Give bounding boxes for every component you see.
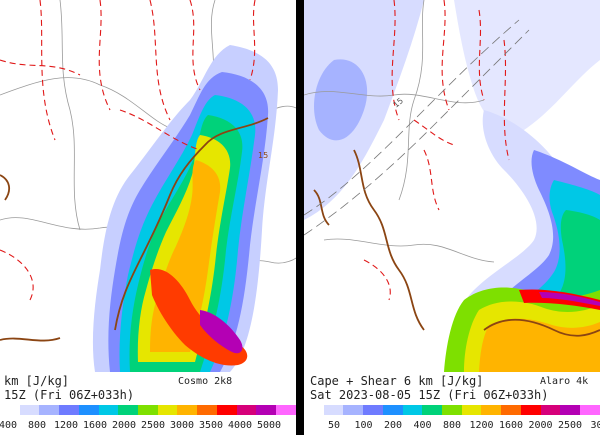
scale-swatch — [157, 405, 178, 415]
right-cape-field — [304, 0, 600, 372]
left-shear-lines — [0, 0, 256, 301]
scale-swatch — [197, 405, 217, 415]
scale-tick-label: 2000 — [528, 420, 553, 431]
left-info-block: km [J/kg] 15Z (Fri 06Z+033h) Cosmo 2k8 — [0, 372, 296, 402]
scale-tick-label: 800 — [27, 420, 47, 431]
scale-tick-label: 2500 — [140, 420, 166, 431]
scale-swatch — [402, 405, 423, 415]
scale-swatch — [98, 405, 119, 415]
right-info-time: Sat 2023-08-05 15Z (Fri 06Z+033h) — [310, 388, 549, 402]
scale-swatch — [39, 405, 60, 415]
scale-tick-label: 100 — [354, 420, 373, 431]
scale-tick-label: 2500 — [557, 420, 583, 431]
scale-tick-label: 50 — [327, 420, 341, 431]
right-info-title: Cape + Shear 6 km [J/kg] — [310, 374, 484, 388]
scale-tick-label: 800 — [442, 420, 462, 431]
scale-swatch — [540, 405, 561, 415]
scale-swatch — [560, 405, 581, 415]
scale-swatch — [0, 405, 20, 415]
scale-tick-label: 1600 — [82, 420, 108, 431]
left-map-panel: 15 km [J/kg] 15Z (Fri 06Z+033h) Cosmo 2k… — [0, 0, 296, 435]
scale-tick-label: 4000 — [227, 420, 253, 431]
left-info-time: 15Z (Fri 06Z+033h) — [4, 388, 135, 402]
right-scale-ticks: 50 100 200 400 800 1200 1600 2000 2500 300 — [304, 420, 600, 434]
scale-tick-label: 400 — [0, 420, 18, 431]
left-color-scale: 400 800 1200 1600 2000 2500 3000 3500 4000 5000 — [0, 403, 296, 435]
scale-swatch — [19, 405, 40, 415]
scale-swatch — [256, 405, 277, 415]
left-scale-bar — [0, 405, 296, 415]
scale-swatch — [304, 405, 324, 415]
scale-tick-label: 3500 — [198, 420, 224, 431]
left-contour-label: 15 — [258, 151, 268, 160]
left-model-label: Cosmo 2k8 — [178, 376, 233, 387]
scale-swatch — [177, 405, 198, 415]
scale-tick-label: 5000 — [256, 420, 282, 431]
scale-swatch — [363, 405, 383, 415]
scale-swatch — [118, 405, 139, 415]
right-map-panel: 15 Cape + Shear 6 km [J/kg] Sat 2023-08-… — [304, 0, 600, 435]
scale-tick-label: 300 — [590, 420, 600, 431]
right-jet-lines — [304, 19, 530, 236]
scale-swatch — [382, 405, 403, 415]
scale-swatch — [216, 405, 237, 415]
scale-tick-label: 1600 — [498, 420, 524, 431]
scale-swatch — [59, 405, 79, 415]
right-map-canvas: 15 — [304, 0, 600, 372]
scale-tick-label: 1200 — [469, 420, 494, 431]
left-scale-ticks: 400 800 1200 1600 2000 2500 3000 3500 4000 5000 — [0, 420, 296, 434]
left-cape-field — [92, 45, 279, 372]
scale-swatch — [442, 405, 462, 415]
right-model-label: Alaro 4k — [540, 376, 589, 387]
right-color-scale: 50 100 200 400 800 1200 1600 2000 2500 300 — [304, 403, 600, 435]
left-cape-contours — [0, 117, 269, 342]
scale-swatch — [138, 405, 158, 415]
scale-swatch — [520, 405, 541, 415]
left-map-canvas: 15 — [0, 0, 296, 372]
scale-swatch — [323, 405, 344, 415]
scale-tick-label: 200 — [383, 420, 403, 431]
scale-swatch — [481, 405, 502, 415]
scale-swatch — [236, 405, 257, 415]
right-cape-contours — [313, 149, 600, 337]
panel-divider — [296, 0, 304, 435]
scale-swatch — [276, 405, 296, 415]
scale-swatch — [580, 405, 600, 415]
scale-swatch — [461, 405, 482, 415]
right-info-block: Cape + Shear 6 km [J/kg] Sat 2023-08-05 … — [304, 372, 600, 402]
left-info-title: km [J/kg] — [4, 374, 70, 388]
scale-tick-label: 400 — [413, 420, 432, 431]
scale-tick-label: 2000 — [111, 420, 137, 431]
scale-swatch — [78, 405, 99, 415]
scale-swatch — [501, 405, 521, 415]
scale-swatch — [422, 405, 443, 415]
scale-swatch — [343, 405, 364, 415]
scale-tick-label: 1200 — [53, 420, 79, 431]
right-scale-bar — [304, 405, 600, 415]
scale-tick-label: 3000 — [169, 420, 195, 431]
